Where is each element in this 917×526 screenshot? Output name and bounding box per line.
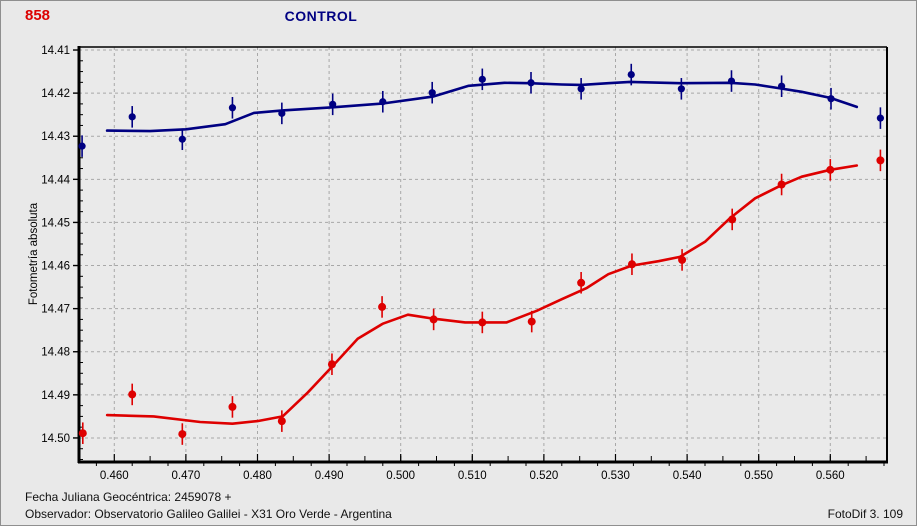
plot-area [79, 47, 887, 462]
data-point-858 [777, 180, 786, 189]
y-tick-label: 14.50 [41, 433, 70, 445]
y-tick-label: 14.45 [41, 217, 70, 229]
y-tick-label: 14.49 [41, 390, 70, 402]
x-tick-label: 0.560 [816, 470, 845, 482]
app-version-label: FotoDif 3. 109 [827, 507, 903, 521]
x-tick-label: 0.500 [386, 470, 415, 482]
data-point-control [78, 142, 86, 150]
data-point-858 [627, 260, 636, 269]
chart-title: CONTROL [284, 8, 358, 24]
observer-label: Observador: Observatorio Galileo Galilei… [25, 507, 392, 521]
data-point-858 [378, 302, 387, 311]
data-point-858 [429, 315, 438, 324]
x-tick-label: 0.460 [100, 470, 129, 482]
data-point-858 [178, 430, 187, 439]
y-tick-label: 14.46 [41, 261, 70, 273]
y-tick-label: 14.41 [41, 45, 70, 57]
data-point-858 [577, 278, 586, 287]
data-point-858 [128, 390, 137, 399]
data-point-control [577, 85, 585, 93]
y-axis-title: Fotometría absoluta [28, 202, 40, 305]
data-point-control [178, 135, 186, 143]
x-tick-label: 0.520 [530, 470, 559, 482]
data-point-858 [826, 165, 835, 174]
y-tick-label: 14.43 [41, 131, 70, 143]
data-point-control [827, 95, 835, 103]
x-tick-label: 0.550 [744, 470, 773, 482]
data-point-control [379, 98, 387, 106]
data-point-control [876, 114, 885, 122]
x-tick-label: 0.530 [601, 470, 630, 482]
data-point-858 [277, 417, 286, 426]
data-point-858 [327, 360, 336, 369]
julian-date-label: Fecha Juliana Geocéntrica: 2459078 + [25, 490, 232, 504]
data-point-858 [78, 429, 87, 438]
x-tick-label: 0.480 [243, 470, 272, 482]
y-tick-label: 14.42 [41, 88, 70, 100]
fit-line-858 [105, 164, 859, 426]
data-point-control [329, 100, 337, 108]
y-tick-label: 14.44 [41, 174, 70, 186]
x-tick-label: 0.490 [315, 470, 344, 482]
data-point-control [778, 82, 786, 90]
data-point-control [478, 75, 486, 83]
y-tick-label: 14.47 [41, 304, 70, 316]
x-tick-label: 0.510 [458, 470, 487, 482]
data-point-control [278, 109, 286, 117]
data-point-control [527, 79, 535, 87]
data-point-control [228, 104, 237, 112]
data-point-858 [527, 317, 536, 326]
data-point-858 [876, 156, 885, 165]
data-point-control [677, 85, 685, 93]
object-number-label: 858 [25, 7, 51, 24]
data-point-858 [728, 215, 737, 224]
data-point-control [727, 77, 736, 85]
data-point-control [627, 70, 635, 79]
x-tick-label: 0.470 [172, 470, 201, 482]
data-point-control [428, 89, 436, 97]
y-tick-label: 14.48 [41, 347, 70, 359]
data-point-control [128, 113, 136, 121]
data-point-858 [478, 318, 487, 327]
data-point-858 [678, 255, 687, 264]
x-tick-label: 0.540 [673, 470, 702, 482]
data-point-858 [228, 402, 237, 411]
